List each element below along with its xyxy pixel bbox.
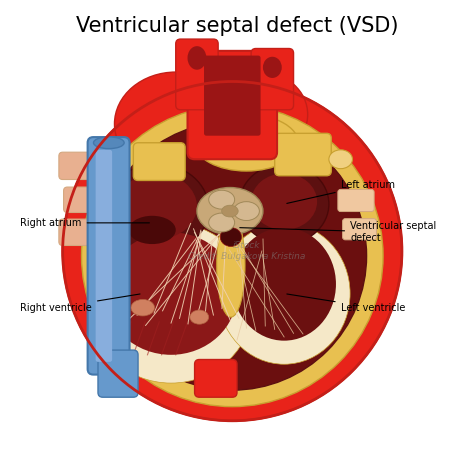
FancyBboxPatch shape [176,39,218,110]
FancyBboxPatch shape [98,350,138,397]
Ellipse shape [220,228,241,246]
Ellipse shape [195,115,298,171]
FancyBboxPatch shape [188,51,277,159]
FancyBboxPatch shape [133,143,185,181]
FancyBboxPatch shape [343,219,376,240]
Ellipse shape [117,173,197,239]
Ellipse shape [131,300,155,316]
Ellipse shape [232,228,336,341]
Ellipse shape [213,72,308,157]
FancyBboxPatch shape [64,187,109,212]
Ellipse shape [218,223,350,364]
Text: Right atrium: Right atrium [20,218,149,228]
Ellipse shape [188,46,206,70]
FancyBboxPatch shape [195,359,237,397]
Ellipse shape [197,188,263,235]
Ellipse shape [105,232,237,355]
Ellipse shape [63,82,402,421]
Ellipse shape [98,121,366,390]
Ellipse shape [93,137,124,149]
FancyBboxPatch shape [88,137,129,374]
Text: Left atrium: Left atrium [287,180,395,203]
Ellipse shape [329,150,353,169]
Ellipse shape [89,223,254,383]
FancyBboxPatch shape [204,55,261,136]
Ellipse shape [190,310,209,324]
FancyBboxPatch shape [251,48,293,110]
Ellipse shape [105,164,209,254]
Ellipse shape [234,201,259,220]
Text: Ventricular septal
defect: Ventricular septal defect [240,221,437,243]
Ellipse shape [251,173,317,230]
Ellipse shape [209,190,235,209]
Ellipse shape [82,105,383,407]
Ellipse shape [239,164,329,244]
Ellipse shape [263,57,282,78]
Text: Left ventricle: Left ventricle [287,294,405,313]
Ellipse shape [222,205,238,217]
FancyBboxPatch shape [59,152,109,180]
Ellipse shape [209,213,235,232]
Ellipse shape [115,72,237,176]
Text: Right ventricle: Right ventricle [20,294,140,313]
Ellipse shape [190,126,275,159]
Ellipse shape [217,213,245,317]
FancyBboxPatch shape [96,150,112,362]
Text: iStock
Credit: Bulgakova Kristina: iStock Credit: Bulgakova Kristina [188,241,305,261]
FancyBboxPatch shape [338,190,374,211]
FancyBboxPatch shape [59,219,109,246]
Text: Ventricular septal defect (VSD): Ventricular septal defect (VSD) [76,16,398,36]
Ellipse shape [128,216,176,244]
FancyBboxPatch shape [275,133,331,176]
